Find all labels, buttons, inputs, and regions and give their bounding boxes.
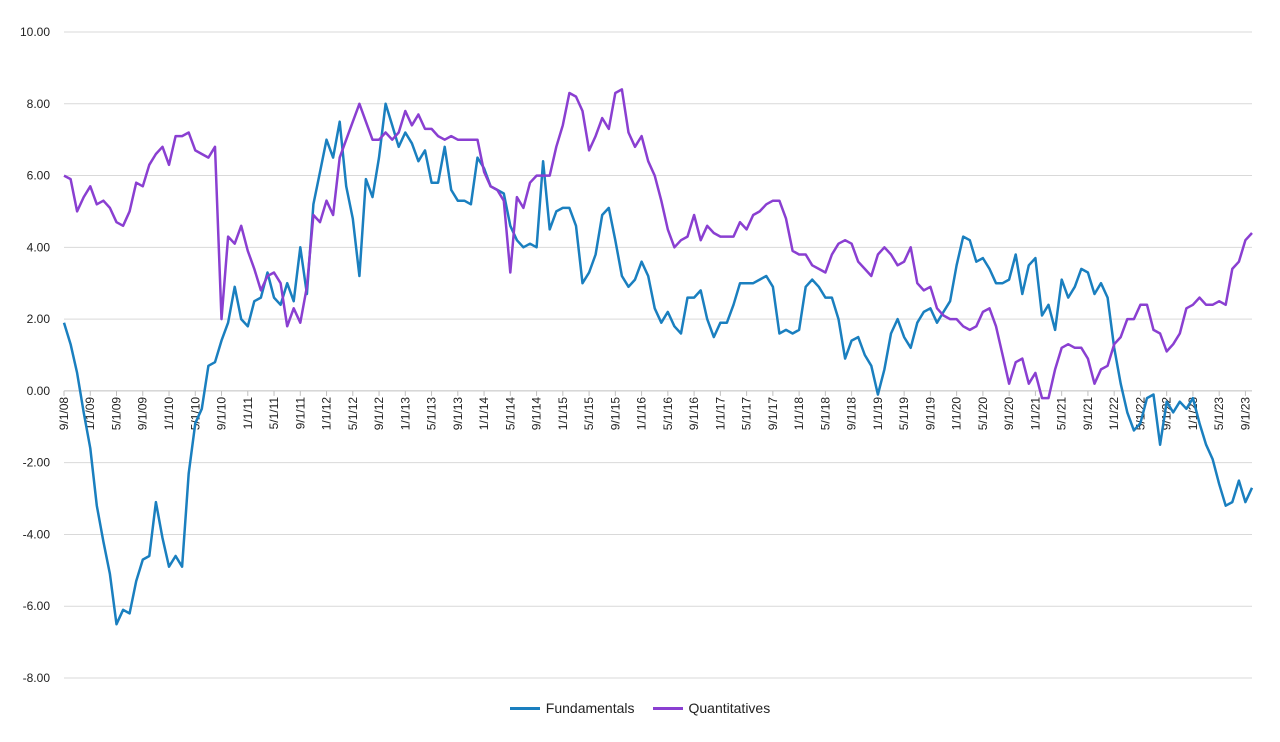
x-tick-label: 5/1/21 [1055, 397, 1069, 431]
gridlines [64, 31, 1252, 679]
x-tick-label: 9/1/23 [1238, 397, 1252, 431]
x-tick-label: 1/1/21 [1028, 397, 1042, 431]
x-tick-label: 9/1/09 [136, 397, 150, 431]
x-tick-label: 5/1/10 [188, 397, 202, 431]
x-tick-label: 1/1/17 [713, 397, 727, 431]
x-tick-label: 1/1/20 [950, 397, 964, 431]
x-tick-label: 5/1/11 [267, 397, 281, 430]
x-tick-label: 5/1/16 [661, 397, 675, 431]
y-tick-label: 0.00 [27, 384, 51, 398]
x-axis-tick-labels: 9/1/08 1/1/09 5/1/09 9/1/09 1/1/10 5/1/10 9/1/… [57, 390, 1252, 431]
x-tick-label: 9/1/16 [687, 397, 701, 431]
x-tick-label: 9/1/08 [57, 397, 71, 431]
legend-label-fundamentals: Fundamentals [545, 700, 635, 716]
x-tick-label: 5/1/15 [582, 397, 596, 431]
series-line-quantitatives [63, 88, 1253, 400]
series-line-fundamentals [62, 102, 1254, 626]
x-tick-label: 1/1/19 [871, 397, 885, 431]
x-tick-label: 9/1/12 [372, 397, 386, 431]
legend-label-quantitatives: Quantitatives [688, 700, 771, 716]
y-tick-label: 8.00 [27, 97, 51, 111]
x-tick-label: 9/1/20 [1002, 397, 1016, 431]
x-tick-label: 5/1/12 [346, 397, 360, 431]
y-tick-label: 6.00 [27, 169, 51, 183]
x-tick-label: 5/1/19 [897, 397, 911, 431]
x-tick-label: 1/1/11 [241, 397, 255, 430]
y-tick-label: 4.00 [27, 240, 51, 254]
x-tick-label: 1/1/14 [477, 397, 491, 431]
series-lines [62, 88, 1254, 626]
x-tick-label: 5/1/20 [976, 397, 990, 431]
x-tick-label: 1/1/22 [1107, 397, 1121, 431]
x-tick-label: 1/1/18 [792, 397, 806, 431]
x-tick-label: 9/1/15 [608, 397, 622, 431]
legend-swatch-quantitatives [652, 706, 683, 710]
x-tick-label: 9/1/10 [215, 397, 229, 431]
x-tick-label: 1/1/13 [398, 397, 412, 431]
x-tick-label: 5/1/14 [503, 397, 517, 431]
y-tick-label: 2.00 [27, 312, 51, 326]
x-tick-label: 5/1/13 [425, 397, 439, 431]
x-tick-label: 5/1/23 [1212, 397, 1226, 431]
x-tick-label: 5/1/09 [110, 397, 124, 431]
y-tick-label: -2.00 [23, 456, 51, 470]
x-tick-label: 9/1/11 [293, 397, 307, 430]
y-axis-tick-labels: -8.00 -6.00 -4.00 -2.00 0.00 2.00 4.00 6.00 8.00… [20, 25, 50, 685]
x-tick-label: 9/1/13 [451, 397, 465, 431]
x-tick-label: 1/1/16 [635, 397, 649, 431]
x-tick-label: 9/1/21 [1081, 397, 1095, 431]
x-tick-label: 5/1/17 [740, 397, 754, 431]
y-tick-label: -4.00 [23, 527, 51, 541]
x-tick-label: 1/1/15 [556, 397, 570, 431]
legend-swatch-fundamentals [509, 706, 540, 710]
line-chart: -8.00 -6.00 -4.00 -2.00 0.00 2.00 4.00 6.00 8.00… [20, 25, 1254, 685]
y-tick-label: -8.00 [23, 671, 51, 685]
legend-item-quantitatives: Quantitatives [652, 700, 771, 716]
x-tick-label: 9/1/19 [923, 397, 937, 431]
y-tick-label: -6.00 [23, 599, 51, 613]
x-tick-label: 1/1/12 [320, 397, 334, 431]
x-tick-label: 1/1/10 [162, 397, 176, 431]
x-tick-label: 1/1/09 [83, 397, 97, 431]
x-tick-label: 9/1/17 [766, 397, 780, 431]
x-tick-label: 5/1/18 [818, 397, 832, 431]
x-tick-label: 9/1/14 [530, 397, 544, 431]
legend-item-fundamentals: Fundamentals [509, 700, 635, 716]
y-tick-label: 10.00 [20, 25, 50, 39]
legend: Fundamentals Quantitatives [0, 700, 1280, 716]
x-tick-label: 9/1/18 [845, 397, 859, 431]
